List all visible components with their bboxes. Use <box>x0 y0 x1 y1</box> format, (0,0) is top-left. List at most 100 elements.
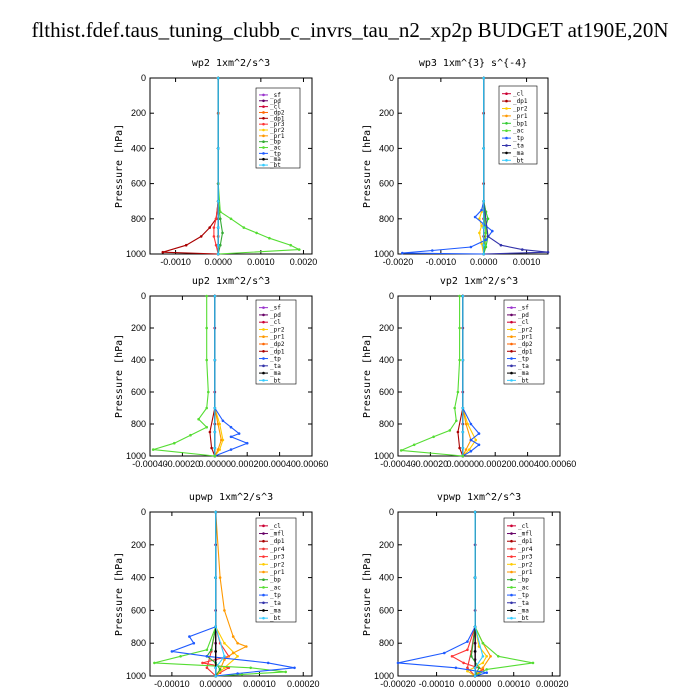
series-point-ac <box>205 406 208 410</box>
series-point-ac <box>458 294 461 298</box>
series-point-ac <box>213 454 217 458</box>
legend-label: _tp <box>270 356 281 363</box>
legend-label: _ac <box>270 145 281 152</box>
y-tick-label: 1000 <box>374 671 394 681</box>
series-point-ac <box>531 661 535 665</box>
series-point-pr1 <box>489 655 492 658</box>
legend-label: _cl <box>270 104 281 111</box>
legend-label: _pr1 <box>270 334 285 341</box>
x-tick-label: -0.00010 <box>154 679 190 689</box>
legend-swatch-marker <box>262 539 265 543</box>
series-point-tp <box>192 641 196 645</box>
series-point-ac <box>179 655 182 658</box>
series-point-ac <box>219 210 222 214</box>
series-point-bt <box>482 76 486 80</box>
legend-label: _bt <box>270 377 281 384</box>
legend-swatch-marker <box>505 144 508 147</box>
legend-label: _sf <box>270 92 281 99</box>
x-tick-label: -0.0010 <box>426 257 457 267</box>
series-point-bt <box>481 655 485 658</box>
series-point-ac <box>268 236 271 240</box>
legend-label: _mfl <box>270 531 285 538</box>
series-point-ac <box>207 390 210 394</box>
x-tick-label: -0.00040 <box>132 459 168 469</box>
series-point-ac <box>484 231 488 235</box>
legend-swatch-marker <box>510 342 513 346</box>
series-line-pr3 <box>450 512 484 677</box>
series-point-bt <box>482 147 486 150</box>
legend-label: _pr4 <box>518 546 533 553</box>
series-point-bt <box>214 510 217 514</box>
legend-swatch-marker <box>262 601 265 605</box>
y-tick-label: 200 <box>379 323 394 333</box>
series-point-ac <box>249 666 252 670</box>
series-point-ac <box>297 248 301 251</box>
legend-swatch-marker <box>262 146 265 149</box>
legend-label: _pr1 <box>270 133 285 140</box>
plot-frame <box>149 511 313 677</box>
plot-frame <box>149 295 313 457</box>
y-tick-label: 200 <box>379 108 394 118</box>
series-point-pr3 <box>212 235 216 238</box>
series-point-pr1 <box>464 448 468 451</box>
series-point-tp <box>477 443 481 447</box>
legend-swatch-marker <box>510 320 513 324</box>
y-tick-label: 0 <box>389 507 394 517</box>
legend-swatch-marker <box>510 593 513 597</box>
legend-label: _dp2 <box>270 109 285 116</box>
legend-label: _bt <box>270 615 281 622</box>
x-tick-label: 0.00020 <box>479 459 512 469</box>
legend-label: _pr2 <box>270 326 285 333</box>
legend-label: _ac <box>518 584 529 591</box>
series-point-dp1 <box>210 446 213 450</box>
series-point-pr3 <box>201 661 204 665</box>
series-point-bt <box>216 76 220 80</box>
series-point-tp <box>473 215 477 219</box>
legend-label: _dp1 <box>270 115 285 122</box>
legend-swatch-marker <box>505 159 508 162</box>
legend-swatch-marker <box>262 157 265 161</box>
series-point-bp1 <box>486 217 490 221</box>
y-tick-label: 1000 <box>374 451 394 461</box>
series-point-ac <box>399 449 403 452</box>
legend-swatch-marker <box>510 547 513 551</box>
series-point-pr4 <box>466 666 469 670</box>
y-tick-label: 200 <box>379 540 394 550</box>
x-tick-label: 0.00040 <box>511 459 544 469</box>
legend-label: _bt <box>518 377 529 384</box>
legend-swatch-marker <box>510 524 513 528</box>
series-point-pr2 <box>466 669 469 673</box>
y-tick-label: 400 <box>379 143 394 153</box>
series-point-dp1 <box>161 250 165 254</box>
series-point-tp <box>491 229 494 233</box>
legend-label: _pd <box>270 312 281 319</box>
x-tick-label: 0.00010 <box>243 679 276 689</box>
legend-label: _pr1 <box>518 569 533 576</box>
series-point-bt <box>213 430 217 434</box>
series-point-dp1 <box>184 243 188 247</box>
chart-title: wp3 1xm^{3} s^{-4} <box>419 58 527 69</box>
series-point-ac <box>173 441 176 445</box>
legend-swatch-marker <box>262 364 265 368</box>
series-point-ac <box>497 655 500 658</box>
y-tick-label: 600 <box>131 179 146 189</box>
series-line-bt <box>215 512 226 676</box>
legend-label: _pr3 <box>518 554 533 561</box>
legend-swatch-marker <box>510 539 513 543</box>
series-line-pr2 <box>215 512 239 677</box>
legend-label: _ta <box>270 600 281 607</box>
legend-swatch-marker <box>510 335 513 339</box>
y-tick-label: 1000 <box>126 249 146 259</box>
legend-swatch-marker <box>505 136 508 140</box>
series-point-pr1 <box>236 641 239 645</box>
series-point-bt <box>213 406 217 410</box>
series-point-bt <box>461 446 465 450</box>
legend-label: _sf <box>270 305 281 312</box>
y-tick-label: 800 <box>131 419 146 429</box>
series-point-dp1 <box>208 430 212 434</box>
series-point-pr3 <box>466 648 469 652</box>
chart-title: vpwp 1xm^2/s^3 <box>437 492 521 503</box>
series-point-ta <box>486 235 490 238</box>
y-tick-label: 800 <box>379 419 394 429</box>
series-point-ac <box>448 429 452 432</box>
